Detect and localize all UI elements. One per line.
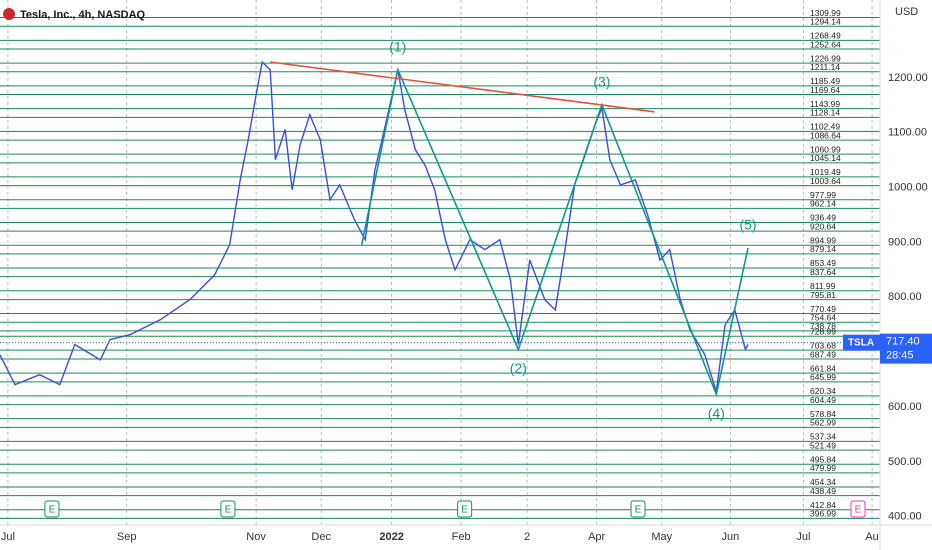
symbol-logo <box>3 8 15 20</box>
wave-label: (4) <box>708 405 725 421</box>
level-label: 936.49 <box>810 213 836 223</box>
series-line <box>270 61 655 113</box>
level-label: 687.49 <box>810 349 836 359</box>
header-title: Tesla, Inc., 4h, NASDAQ <box>20 9 146 21</box>
level-label: 578.84 <box>810 409 836 419</box>
level-label: 703.68 <box>810 340 836 350</box>
level-label: 661.84 <box>810 363 836 373</box>
level-label: 962.14 <box>810 199 836 209</box>
level-label: 1086.64 <box>810 130 841 140</box>
level-label: 1143.99 <box>810 99 840 109</box>
wave-label: (3) <box>593 73 610 89</box>
symbol-tag <box>843 334 880 351</box>
event-label: E <box>461 505 468 516</box>
level-label: 795.81 <box>810 290 836 300</box>
price-tag <box>880 333 932 364</box>
level-label: 837.64 <box>810 267 836 277</box>
level-label: 537.34 <box>810 432 836 442</box>
x-tick-label: Jun <box>722 531 740 543</box>
y-tick-label: 800.00 <box>888 291 922 303</box>
level-label: 562.99 <box>810 418 836 428</box>
symbol-label: TSLA <box>848 337 874 348</box>
level-label: 495.84 <box>810 454 836 464</box>
level-label: 1060.99 <box>810 144 841 154</box>
event-marker <box>44 500 60 518</box>
y-tick-label: 500.00 <box>888 456 922 468</box>
series-line <box>0 60 749 392</box>
level-label: 738.78 <box>810 321 836 331</box>
y-tick-label: 1100.00 <box>888 127 927 139</box>
level-label: 521.49 <box>810 440 836 450</box>
level-label: 1169.64 <box>810 85 840 95</box>
x-tick-label: Nov <box>246 531 266 543</box>
level-label: 1294.14 <box>810 17 841 27</box>
countdown-label: 28:45 <box>886 350 914 362</box>
y-tick-label: 900.00 <box>888 236 922 248</box>
y-tick-label: 400.00 <box>888 511 922 523</box>
level-label: 1309.99 <box>810 8 841 18</box>
event-marker <box>630 500 646 518</box>
x-tick-label: Au <box>865 531 878 543</box>
y-tick-label: 1000.00 <box>888 182 928 194</box>
event-label: E <box>49 505 56 516</box>
level-label: 894.99 <box>810 235 836 245</box>
level-label: 396.99 <box>810 509 836 519</box>
event-marker <box>220 500 236 518</box>
event-marker <box>850 500 866 518</box>
plot-area <box>0 0 880 525</box>
event-label: E <box>635 505 642 516</box>
event-label: E <box>855 505 862 516</box>
level-label: 438.49 <box>810 486 836 496</box>
x-tick-label: Apr <box>588 531 605 543</box>
level-label: 604.49 <box>810 395 836 405</box>
level-label: 811.99 <box>810 281 836 291</box>
level-label: 977.99 <box>810 190 836 200</box>
y-tick-label: 1200.00 <box>888 72 928 84</box>
level-label: 479.99 <box>810 463 836 473</box>
level-label: 1128.14 <box>810 108 840 118</box>
level-label: 853.49 <box>810 258 836 268</box>
price-label: 717.40 <box>886 336 920 348</box>
level-label: 1102.49 <box>810 122 840 132</box>
level-label: 620.34 <box>810 386 836 396</box>
x-tick-label: 2 <box>524 531 530 543</box>
level-label: 1226.99 <box>810 53 841 63</box>
y-tick-label: 600.00 <box>888 401 922 413</box>
level-label: 645.99 <box>810 372 836 382</box>
event-label: E <box>225 505 232 516</box>
x-tick-label: Dec <box>311 531 331 543</box>
level-label: 1003.64 <box>810 176 841 186</box>
level-label: 879.14 <box>810 244 836 254</box>
level-label: 1268.49 <box>810 31 841 41</box>
level-label: 412.84 <box>810 500 836 510</box>
wave-label: (5) <box>739 217 756 233</box>
wave-label: (2) <box>510 360 527 376</box>
wave-label: (1) <box>389 38 406 54</box>
x-tick-label: Jul <box>1 531 15 543</box>
level-label: 454.34 <box>810 477 836 487</box>
level-label: 1019.49 <box>810 167 841 177</box>
event-marker <box>457 500 473 518</box>
x-tick-label: Sep <box>117 531 137 543</box>
level-label: 754.64 <box>810 312 836 322</box>
level-label: 1045.14 <box>810 153 841 163</box>
level-label: 728.99 <box>810 327 836 337</box>
x-tick-label: 2022 <box>379 531 403 543</box>
level-label: 1252.64 <box>810 39 841 49</box>
level-label: 770.49 <box>810 304 836 314</box>
series-line <box>360 67 749 398</box>
x-tick-label: Jul <box>796 531 810 543</box>
x-tick-label: Feb <box>452 531 471 543</box>
x-tick-label: May <box>651 531 672 543</box>
level-label: 920.64 <box>810 221 836 231</box>
level-label: 1185.49 <box>810 76 840 86</box>
currency: USD <box>895 6 918 18</box>
level-label: 1211.14 <box>810 62 840 72</box>
